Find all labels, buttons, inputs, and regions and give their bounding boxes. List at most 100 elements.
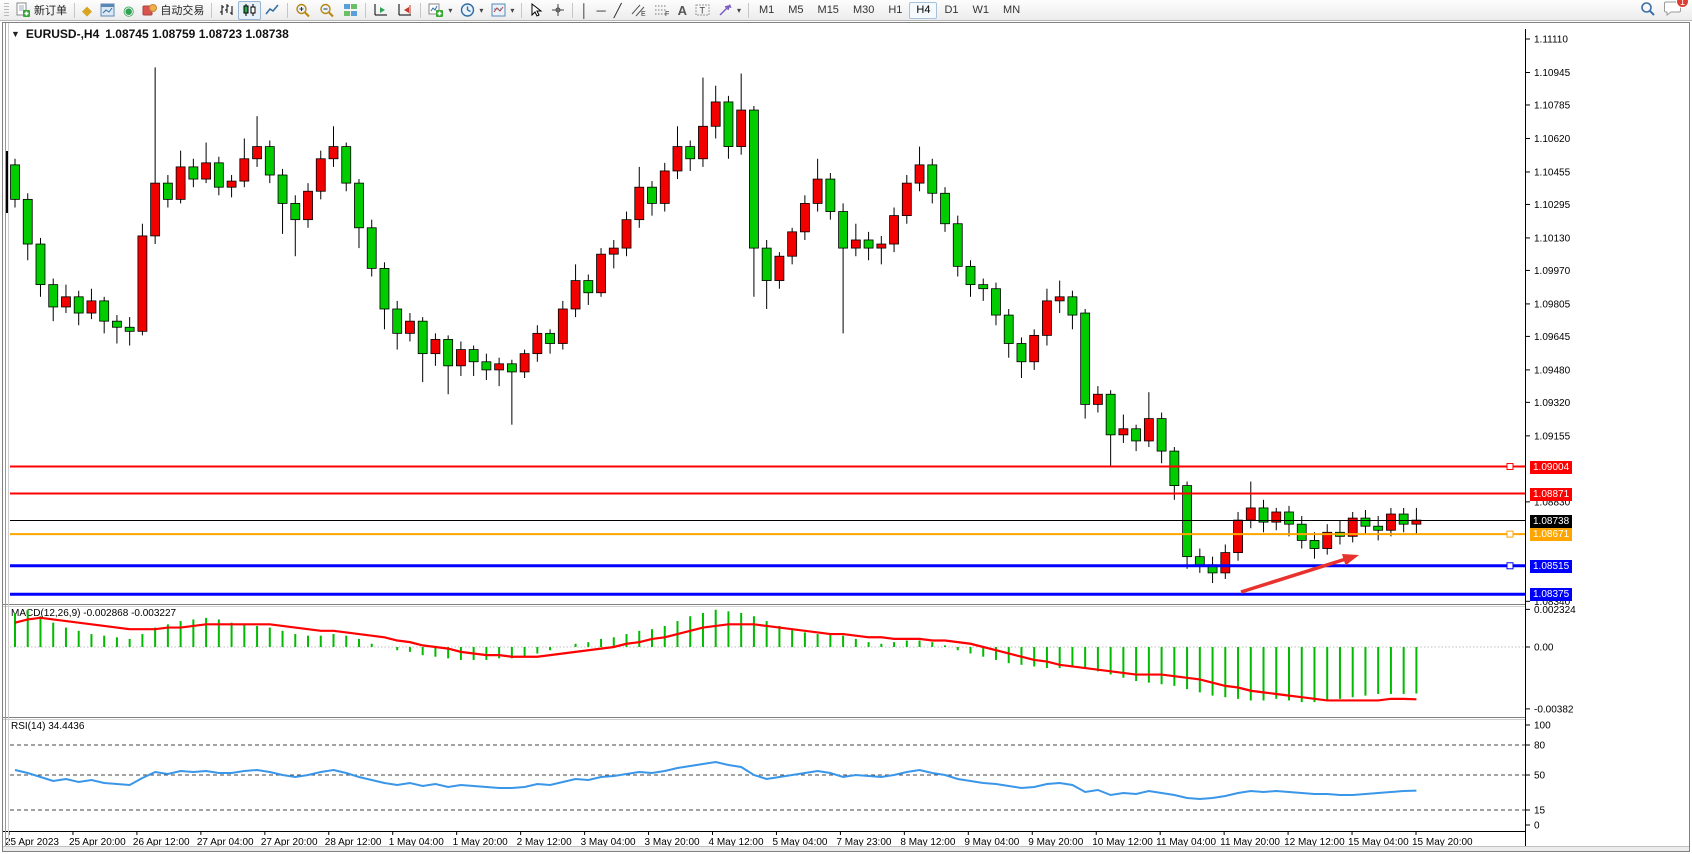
chart-title: ▼ EURUSD-,H4 1.08745 1.08759 1.08723 1.0… xyxy=(11,27,289,41)
trendline-icon: ╱ xyxy=(613,2,622,18)
arrows-button[interactable]: ▾ xyxy=(714,1,745,20)
rsi-axis-label: 100 xyxy=(1534,721,1551,732)
signals-button[interactable]: ◉ xyxy=(119,1,138,20)
timeframe-button-h1[interactable]: H1 xyxy=(888,4,903,16)
date-tick-label: 28 Apr 12:00 xyxy=(325,837,382,848)
symbol-dropdown-icon[interactable]: ▼ xyxy=(11,29,20,39)
toolbar-separator xyxy=(211,2,213,18)
timeframe-button-m1[interactable]: M1 xyxy=(758,4,775,16)
rsi-line xyxy=(14,760,1417,801)
timeframe-button-h4[interactable]: H4 xyxy=(909,1,938,19)
svg-text:F: F xyxy=(665,11,669,17)
toolbar-separator xyxy=(74,2,75,18)
toolbar-separator xyxy=(572,2,574,18)
notifications-button[interactable]: 1 xyxy=(1664,0,1689,19)
signal-icon: ◉ xyxy=(123,2,135,18)
rsi-indicator-label: RSI(14) 34.4436 xyxy=(11,721,85,732)
crosshair-icon xyxy=(551,3,565,17)
auto-trading-button[interactable]: 自动交易 xyxy=(138,1,208,20)
cursor-button[interactable] xyxy=(525,1,547,20)
line-handle[interactable] xyxy=(1506,530,1514,538)
line-chart-icon xyxy=(265,3,280,17)
crosshair-button[interactable] xyxy=(547,1,569,20)
date-tick-label: 10 May 12:00 xyxy=(1092,837,1153,848)
equidistant-channel-button[interactable]: E xyxy=(626,1,650,20)
charts-button[interactable] xyxy=(96,1,119,20)
chart-shift-button[interactable] xyxy=(393,1,417,20)
window-bottom-strip xyxy=(3,846,1689,851)
macd-panel: MACD(12,26,9) -0.002868 -0.003227 xyxy=(10,608,1525,703)
line-handle[interactable] xyxy=(1506,562,1514,570)
text-button[interactable]: A xyxy=(674,1,691,20)
text-label-button[interactable]: T xyxy=(691,1,714,20)
date-tick-label: 2 May 12:00 xyxy=(517,837,572,848)
candlestick-chart-button[interactable] xyxy=(238,0,262,20)
auto-scroll-button[interactable] xyxy=(369,1,393,20)
autoscroll-icon xyxy=(373,3,389,17)
rsi-axis-label: 0 xyxy=(1534,821,1540,832)
line-handle[interactable] xyxy=(1506,463,1514,471)
rsi-panel: RSI(14) 34.4436 xyxy=(10,721,1525,811)
price-tick-label: 1.09480 xyxy=(1534,365,1571,376)
horizontal-line-objects[interactable] xyxy=(10,463,1525,596)
styles-button[interactable]: ◆ xyxy=(78,1,96,20)
macd-axis-label: -0.00382 xyxy=(1534,704,1574,715)
date-tick-label: 15 May 04:00 xyxy=(1348,837,1409,848)
price-tick-label: 1.10130 xyxy=(1534,233,1571,244)
price-tick-label: 1.09320 xyxy=(1534,398,1571,409)
chevron-down-icon: ▾ xyxy=(736,5,741,15)
fibo-icon: F xyxy=(654,3,670,17)
toolbar-separator xyxy=(747,2,749,18)
timeframe-button-m15[interactable]: M15 xyxy=(817,4,839,16)
toolbar-separator xyxy=(365,2,367,18)
toolbar-separator xyxy=(287,2,289,18)
clipped-candle xyxy=(5,151,9,213)
zoom-out-button[interactable] xyxy=(315,1,339,20)
price-badge-1.08375: 1.08375 xyxy=(1530,588,1573,602)
new-chart-button[interactable]: ▾ xyxy=(424,1,456,20)
zoom-in-icon xyxy=(295,3,311,18)
new-order-button[interactable]: 新订单 xyxy=(11,1,71,20)
trendline-button[interactable]: ╱ xyxy=(610,1,626,20)
timeframe-button-mn[interactable]: MN xyxy=(1003,4,1021,16)
toolbar-grip xyxy=(4,3,9,17)
fibonacci-button[interactable]: F xyxy=(650,1,674,20)
rsi-axis-label: 15 xyxy=(1534,806,1546,817)
line-chart-button[interactable] xyxy=(261,1,284,20)
text-icon: A xyxy=(677,2,687,18)
timeframe-button-m5[interactable]: M5 xyxy=(788,4,804,16)
marker-icon: ◆ xyxy=(82,2,92,18)
timeframe-button-m30[interactable]: M30 xyxy=(852,4,875,16)
macd-signal-line xyxy=(14,616,1417,702)
date-tick-label: 1 May 04:00 xyxy=(389,837,444,848)
vertical-line-button[interactable]: │ xyxy=(576,1,592,20)
search-icon[interactable] xyxy=(1640,1,1656,20)
hline-icon: ─ xyxy=(596,2,606,18)
price-tick-label: 1.10785 xyxy=(1534,100,1571,111)
price-badge-1.08871: 1.08871 xyxy=(1530,487,1573,501)
date-axis[interactable]: 25 Apr 2023 25 Apr 20:00 26 Apr 12:00 27 Ap… xyxy=(5,831,1473,848)
bar-chart-button[interactable] xyxy=(215,1,238,20)
timeframe-button-w1[interactable]: W1 xyxy=(972,4,990,16)
zoom-in-button[interactable] xyxy=(291,1,315,20)
toolbar-separator xyxy=(420,2,422,18)
price-tick-label: 1.09155 xyxy=(1534,431,1571,442)
date-tick-label: 4 May 12:00 xyxy=(709,837,764,848)
new-order-button-label: 新订单 xyxy=(34,5,67,17)
date-tick-label: 25 Apr 20:00 xyxy=(69,837,126,848)
timeframe-button-d1[interactable]: D1 xyxy=(944,4,959,16)
arrow-annotation[interactable] xyxy=(1240,554,1359,594)
date-tick-label: 26 Apr 12:00 xyxy=(133,837,190,848)
auto-trading-button-label: 自动交易 xyxy=(160,5,205,17)
label-icon: T xyxy=(695,3,710,17)
templates-button[interactable]: ▾ xyxy=(487,1,518,20)
chart-canvas: MACD(12,26,9) -0.002868 -0.003227 RSI(14)… xyxy=(3,23,1576,851)
date-tick-label: 25 Apr 2023 xyxy=(5,837,59,848)
horizontal-line-button[interactable]: ─ xyxy=(593,1,610,20)
chart-window: ▼ EURUSD-,H4 1.08745 1.08759 1.08723 1.0… xyxy=(2,22,1690,852)
profiles-button[interactable]: ▾ xyxy=(456,1,487,20)
date-tick-label: 27 Apr 04:00 xyxy=(197,837,254,848)
tile-windows-button[interactable] xyxy=(339,1,362,20)
date-tick-label: 5 May 04:00 xyxy=(772,837,827,848)
notification-count-badge: 1 xyxy=(1676,0,1689,8)
